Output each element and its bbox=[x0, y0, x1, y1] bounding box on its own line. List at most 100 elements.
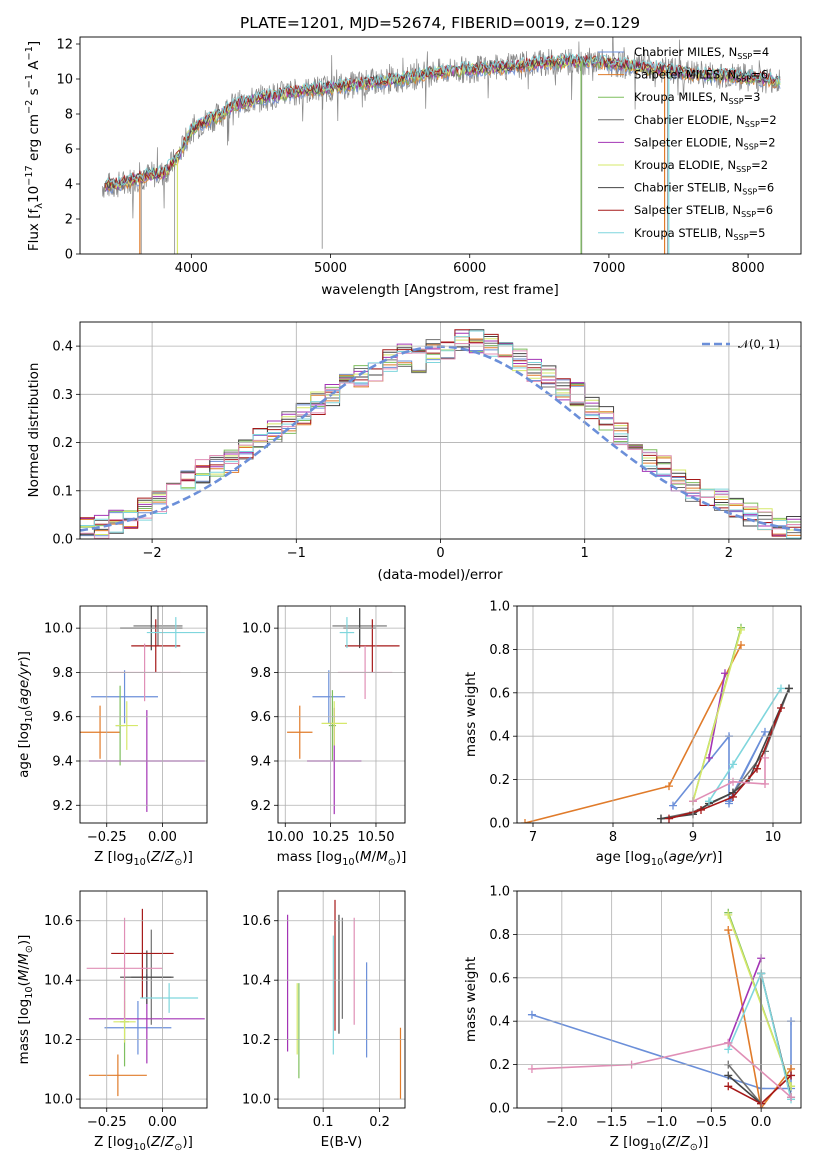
y-tick-label: 0.8 bbox=[489, 928, 510, 943]
x-tick-label: −2 bbox=[143, 546, 162, 561]
y-tick-label: 0.4 bbox=[489, 730, 510, 745]
weight-point-marker bbox=[777, 684, 785, 693]
y-tick-label: 0.0 bbox=[489, 817, 510, 832]
weight-point-marker bbox=[521, 819, 529, 823]
x-tick-label: 0.00 bbox=[148, 830, 177, 845]
x-tick-label: 0.00 bbox=[148, 1115, 177, 1130]
weight-point-marker bbox=[753, 764, 761, 773]
axes-frame bbox=[277, 605, 406, 824]
y-tick-label: 0.1 bbox=[52, 484, 73, 499]
errorbar-panel-5: −0.25 0.00 10.0 10.2 10.4 10.6 bbox=[44, 890, 208, 1130]
y-tick-label: 8 bbox=[65, 108, 73, 123]
weight-point-marker bbox=[724, 1038, 733, 1047]
weight-point-marker bbox=[737, 625, 745, 634]
weight-point-marker bbox=[665, 814, 673, 823]
weight-ylabel-4: mass weight bbox=[463, 672, 479, 757]
x-tick-label: −0.25 bbox=[87, 1115, 127, 1130]
x-tick-label: 0.1 bbox=[313, 1115, 334, 1130]
histogram-ylabel: Normed distribution bbox=[26, 363, 42, 498]
axes-frame bbox=[79, 890, 208, 1109]
y-tick-label: 0.2 bbox=[52, 436, 73, 451]
legend-entry: Kroupa MILES, NSSP=3 bbox=[634, 90, 760, 106]
weight-panel-7: −2.0 −1.5 −1.0 −0.5 0.0 0.0 0.2 0.4 0.6 0.8 1.0 bbox=[489, 885, 802, 1130]
weight-point-marker bbox=[724, 1071, 733, 1080]
y-tick-label: 10.0 bbox=[44, 1093, 73, 1108]
model-spectrum-line bbox=[104, 52, 781, 189]
legend-entry: Salpeter MILES, NSSP=6 bbox=[634, 68, 768, 84]
spectrum-title: PLATE=1201, MJD=52674, FIBERID=0019, z=0… bbox=[240, 14, 640, 32]
weight-panel-4: 7 8 9 10 0.0 0.2 0.4 0.6 0.8 1.0 bbox=[489, 600, 802, 845]
x-tick-label: 0.2 bbox=[369, 1115, 390, 1130]
y-tick-label: 0.4 bbox=[489, 1015, 510, 1030]
y-tick-label: 0.4 bbox=[52, 340, 73, 355]
weight-point-marker bbox=[665, 782, 673, 791]
y-tick-label: 10.0 bbox=[44, 622, 73, 637]
y-tick-label: 0.2 bbox=[489, 1058, 510, 1073]
x-tick-label: 8000 bbox=[732, 261, 765, 276]
x-tick-label: −0.5 bbox=[696, 1115, 728, 1130]
y-tick-label: 9.2 bbox=[250, 799, 271, 814]
weight-ylabel-7: mass weight bbox=[463, 957, 479, 1042]
y-tick-label: 0.0 bbox=[52, 533, 73, 548]
model-spectrum-line bbox=[104, 54, 781, 189]
legend-entry: Salpeter ELODIE, NSSP=2 bbox=[634, 135, 776, 151]
y-tick-label: 9.4 bbox=[250, 755, 271, 770]
weight-series-line bbox=[692, 629, 742, 802]
y-tick-label: 10.0 bbox=[242, 622, 271, 637]
y-tick-label: 10.4 bbox=[242, 974, 271, 989]
y-tick-label: 10.0 bbox=[242, 1093, 271, 1108]
spectrum-panel: 4000 5000 6000 7000 8000 0 2 4 6 8 10 12 bbox=[56, 36, 802, 276]
normal-legend-label: 𝒩(0, 1) bbox=[738, 337, 780, 351]
legend-entry: Kroupa ELODIE, NSSP=2 bbox=[634, 158, 768, 174]
y-tick-label: 1.0 bbox=[489, 885, 510, 900]
weight-point-marker bbox=[724, 1082, 733, 1091]
legend-entry: Chabrier STELIB, NSSP=6 bbox=[634, 181, 774, 197]
errorbar-panel-3-plot-area bbox=[287, 608, 400, 815]
x-tick-label: −0.25 bbox=[87, 830, 127, 845]
y-tick-label: 6 bbox=[65, 143, 73, 158]
errorbar-xlabel-3: mass [log10(M/M⊙)] bbox=[277, 849, 407, 868]
x-tick-label: 5000 bbox=[314, 261, 347, 276]
x-tick-label: 10.25 bbox=[312, 830, 349, 845]
y-tick-label: 9.2 bbox=[52, 799, 73, 814]
weight-series-line bbox=[660, 688, 790, 820]
x-tick-label: 2 bbox=[725, 546, 733, 561]
errorbar-panel-5-plot-area bbox=[86, 908, 205, 1097]
x-tick-label: −1.5 bbox=[596, 1115, 628, 1130]
weight-xlabel-7: Z [log10(Z/Z⊙)] bbox=[610, 1134, 709, 1153]
y-tick-label: 0.6 bbox=[489, 971, 510, 986]
weight-point-marker bbox=[787, 1071, 796, 1080]
y-tick-label: 0.6 bbox=[489, 686, 510, 701]
x-tick-label: 10 bbox=[765, 830, 782, 845]
x-tick-label: 10.00 bbox=[267, 830, 304, 845]
x-tick-label: 9 bbox=[689, 830, 697, 845]
weight-point-marker bbox=[787, 1093, 796, 1102]
y-tick-label: 9.8 bbox=[250, 666, 271, 681]
x-tick-label: −2.0 bbox=[546, 1115, 578, 1130]
weight-point-marker bbox=[761, 779, 769, 788]
x-tick-label: 1 bbox=[581, 546, 589, 561]
y-tick-label: 2 bbox=[65, 213, 73, 228]
y-tick-label: 9.4 bbox=[52, 755, 73, 770]
weight-point-marker bbox=[725, 799, 733, 808]
weight-series-line bbox=[531, 1042, 792, 1098]
spectrum-xlabel: wavelength [Angstrom, rest frame] bbox=[321, 282, 559, 298]
y-tick-label: 10.2 bbox=[44, 1033, 73, 1048]
weight-point-marker bbox=[777, 703, 785, 712]
x-tick-label: 8 bbox=[609, 830, 617, 845]
weight-point-marker bbox=[669, 801, 677, 810]
weight-series-line bbox=[727, 958, 762, 1044]
y-tick-label: 10.6 bbox=[242, 914, 271, 929]
x-tick-label: 7 bbox=[529, 830, 537, 845]
weight-point-marker bbox=[737, 641, 745, 650]
y-tick-label: 9.8 bbox=[52, 666, 73, 681]
weight-point-marker bbox=[761, 727, 769, 736]
weight-point-marker bbox=[697, 805, 705, 814]
weight-point-marker bbox=[729, 792, 737, 801]
axes-frame bbox=[516, 605, 802, 824]
axes-frame bbox=[79, 605, 208, 824]
spectrum-legend: Chabrier MILES, NSSP=4 Salpeter MILES, NS… bbox=[598, 45, 777, 242]
spectrum-ylabel: Flux [fλ10−17 erg cm−2 s−1 A−1] bbox=[24, 41, 45, 251]
weight-point-marker bbox=[761, 753, 769, 762]
